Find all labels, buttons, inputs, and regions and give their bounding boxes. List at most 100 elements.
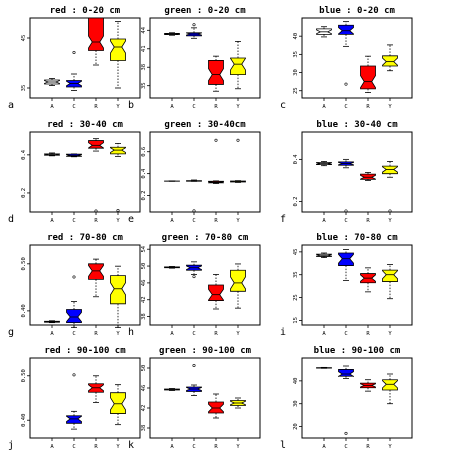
box-body (338, 252, 354, 266)
box-Y (382, 373, 398, 405)
box-body (338, 369, 354, 378)
x-tick-label: A (322, 104, 326, 110)
box-body (110, 146, 126, 155)
box-R (208, 393, 224, 419)
box-C (338, 21, 354, 86)
box-C (66, 153, 82, 158)
outlier-point (192, 23, 196, 27)
x-tick-label: A (170, 444, 174, 450)
y-tick-label: 0.2 (141, 191, 147, 201)
panel-title: green : 0-20 cm (164, 6, 246, 16)
x-tick-label: R (366, 331, 370, 337)
x-tick-label: C (192, 444, 195, 450)
y-tick-label: 20 (293, 423, 299, 430)
y-tick-label: 0.4 (293, 154, 299, 165)
panel-title: red : 0-20 cm (50, 6, 121, 16)
x-tick-label: R (214, 104, 218, 110)
plot-frame (149, 131, 261, 213)
panel-i: blue : 70-80 cm 15 25 35 45 A C R Yi (280, 233, 413, 338)
y-tick-label: 35 (21, 85, 27, 92)
panel-a: red : 0-20 cm 35 45 A C R Ya (8, 6, 141, 111)
x-tick-label: Y (116, 331, 120, 337)
y-tick-label: 0.50 (21, 257, 27, 270)
box-A (44, 320, 60, 324)
outlier-point (192, 363, 196, 367)
plot-frame (29, 17, 141, 99)
box-Y (230, 397, 246, 409)
panel-title: blue : 30-40 cm (316, 120, 398, 130)
x-tick-label: Y (388, 218, 392, 224)
x-tick-label: A (322, 331, 326, 337)
y-tick-label: 38 (141, 425, 147, 432)
x-tick-label: A (322, 444, 326, 450)
box-R (360, 379, 376, 392)
outlier-point (344, 209, 348, 213)
x-tick-label: Y (236, 331, 240, 337)
y-tick-label: 42 (141, 296, 147, 303)
y-tick-label: 0.50 (21, 369, 27, 382)
panel-label: i (280, 327, 286, 338)
plot-frame (301, 17, 413, 99)
box-body (382, 379, 398, 391)
x-tick-label: R (366, 104, 370, 110)
y-tick-label: 50 (141, 365, 147, 372)
panel-g: red : 70-80 cm 0.40 0.50 A C R Yg (8, 233, 141, 338)
panel-label: d (8, 214, 14, 225)
y-tick-label: 44 (141, 26, 147, 33)
y-tick-label: 40 (293, 378, 299, 385)
x-tick-label: A (322, 218, 326, 224)
box-body (230, 269, 246, 292)
y-tick-label: 46 (141, 385, 147, 392)
y-tick-label: 46 (141, 280, 147, 287)
box-C (66, 373, 82, 430)
box-R (208, 138, 224, 184)
x-tick-label: R (214, 218, 218, 224)
box-R (208, 55, 224, 92)
box-Y (382, 44, 398, 72)
panel-title: blue : 0-20 cm (319, 6, 395, 16)
box-Y (110, 21, 126, 89)
x-tick-label: Y (116, 444, 120, 450)
box-body (110, 392, 126, 414)
plot-frame (149, 244, 261, 326)
x-tick-label: Y (236, 444, 240, 450)
box-Y (110, 265, 126, 328)
panel-j: red : 90-100 cm 0.40 0.50 A C R Yj (8, 346, 141, 451)
panel-c: blue : 0-20 cm 25 30 35 40 A C R Yc (280, 6, 413, 111)
y-tick-label: 0.6 (141, 147, 147, 157)
panel-title: red : 30-40 cm (47, 120, 123, 130)
box-body (110, 38, 126, 61)
outlier-point (388, 209, 392, 213)
panel-label: b (128, 100, 134, 111)
y-tick-label: 0.40 (21, 304, 27, 317)
box-R (88, 138, 104, 213)
y-tick-label: 42 (141, 405, 147, 412)
outlier-point (116, 208, 120, 212)
box-Y (230, 138, 246, 183)
y-tick-label: 54 (141, 245, 147, 252)
box-Y (382, 264, 398, 300)
plot-frame (301, 244, 413, 326)
box-body (66, 309, 82, 324)
x-tick-label: Y (236, 218, 240, 224)
x-tick-label: A (50, 331, 54, 337)
panel-title: blue : 70-80 cm (316, 233, 398, 243)
box-body (230, 57, 246, 76)
box-A (316, 366, 332, 369)
box-body (360, 65, 376, 90)
panel-title: red : 70-80 cm (47, 233, 123, 243)
box-R (360, 267, 376, 293)
box-body (382, 55, 398, 67)
panel-title: green : 90-100 cm (159, 346, 252, 356)
y-tick-label: 35 (293, 271, 299, 278)
x-tick-label: Y (388, 331, 392, 337)
y-tick-label: 30 (293, 400, 299, 407)
box-body (338, 24, 354, 35)
x-tick-label: C (344, 331, 347, 337)
outlier-point (72, 50, 76, 54)
panel-label: f (280, 214, 286, 225)
box-C (186, 363, 202, 396)
box-A (164, 388, 180, 391)
box-C (338, 365, 354, 435)
